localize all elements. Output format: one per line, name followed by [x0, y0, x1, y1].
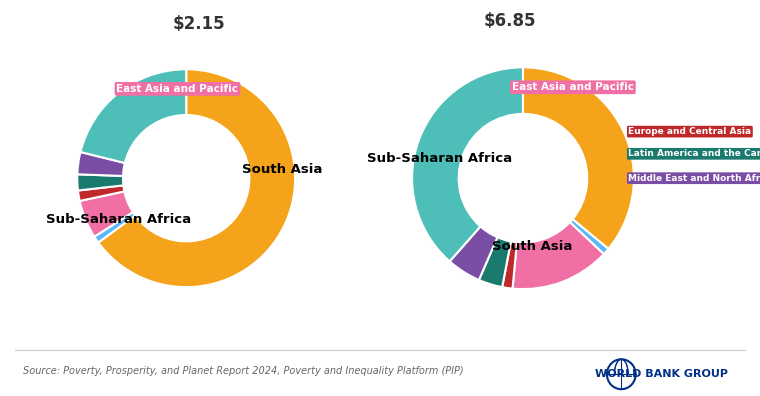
- Wedge shape: [80, 191, 133, 237]
- Text: Sub-Saharan Africa: Sub-Saharan Africa: [367, 152, 512, 165]
- Wedge shape: [523, 67, 634, 249]
- Wedge shape: [78, 174, 123, 190]
- Text: WORLD BANK GROUP: WORLD BANK GROUP: [595, 369, 728, 379]
- Wedge shape: [502, 242, 517, 289]
- Wedge shape: [570, 219, 609, 254]
- Text: East Asia and Pacific: East Asia and Pacific: [116, 84, 239, 94]
- Wedge shape: [98, 69, 295, 287]
- Text: Middle East and North Africa: Middle East and North Africa: [629, 174, 760, 183]
- Text: South Asia: South Asia: [492, 240, 572, 253]
- Wedge shape: [479, 237, 511, 287]
- Text: $6.85: $6.85: [483, 12, 536, 30]
- Wedge shape: [94, 212, 135, 242]
- Text: $2.15: $2.15: [173, 15, 226, 32]
- Text: Sub-Saharan Africa: Sub-Saharan Africa: [46, 213, 192, 226]
- Text: Europe and Central Asia: Europe and Central Asia: [629, 127, 752, 136]
- Wedge shape: [450, 227, 498, 280]
- Wedge shape: [412, 67, 523, 261]
- Wedge shape: [78, 152, 125, 176]
- Text: Latin America and the Caribbea: Latin America and the Caribbea: [629, 149, 760, 158]
- Wedge shape: [512, 222, 603, 289]
- Text: Source: Poverty, Prosperity, and Planet Report 2024, Poverty and Inequality Plat: Source: Poverty, Prosperity, and Planet …: [23, 366, 464, 377]
- Wedge shape: [78, 185, 125, 201]
- Text: South Asia: South Asia: [242, 163, 322, 176]
- Text: East Asia and Pacific: East Asia and Pacific: [512, 82, 634, 92]
- Wedge shape: [81, 69, 186, 163]
